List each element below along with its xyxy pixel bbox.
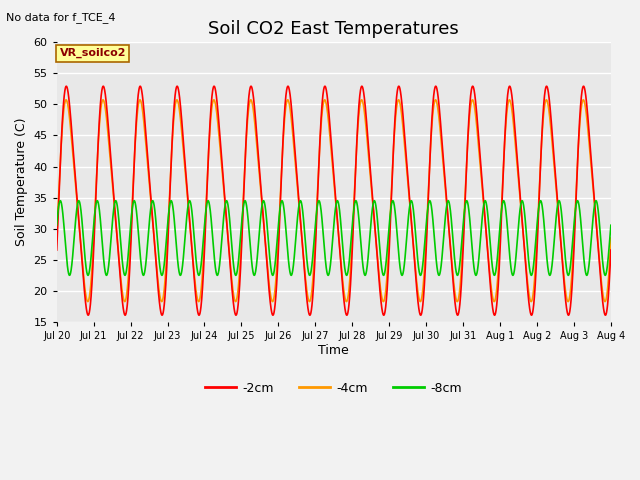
Y-axis label: Soil Temperature (C): Soil Temperature (C)	[15, 118, 28, 246]
Text: No data for f_TCE_4: No data for f_TCE_4	[6, 12, 116, 23]
X-axis label: Time: Time	[319, 344, 349, 357]
Text: VR_soilco2: VR_soilco2	[60, 48, 126, 59]
Legend: -2cm, -4cm, -8cm: -2cm, -4cm, -8cm	[200, 377, 467, 400]
Title: Soil CO2 East Temperatures: Soil CO2 East Temperatures	[209, 20, 459, 38]
